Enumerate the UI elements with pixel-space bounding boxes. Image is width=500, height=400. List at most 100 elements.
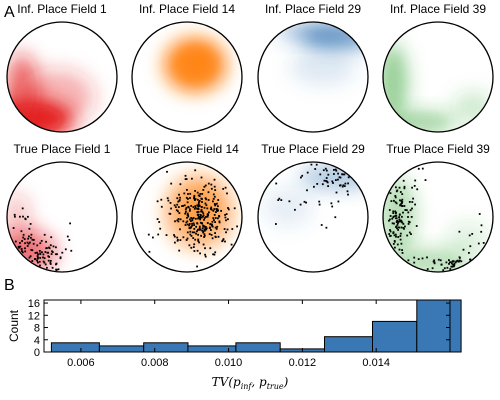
spike-dot — [186, 223, 189, 226]
spike-dot — [399, 204, 402, 206]
spike-dot — [332, 182, 334, 184]
spike-dot — [207, 182, 210, 185]
arena-boundary — [131, 21, 243, 133]
spike-dot — [211, 237, 214, 240]
spike-dot — [178, 212, 181, 214]
spike-dot — [185, 196, 188, 199]
spike-dot — [209, 208, 212, 210]
spike-dot — [184, 178, 187, 180]
spike-dot — [55, 263, 57, 266]
spike-dot — [202, 212, 205, 215]
spike-dot — [322, 169, 325, 172]
spike-dot — [51, 266, 54, 269]
spike-dot — [191, 224, 193, 227]
y-tick-label: 8 — [34, 323, 40, 335]
spike-dot — [21, 207, 24, 210]
spike-dot — [392, 231, 395, 234]
spike-dot — [31, 249, 34, 252]
spike-dot — [204, 202, 207, 205]
spike-dot — [173, 204, 176, 207]
spike-dot — [439, 259, 442, 262]
spike-dot — [198, 195, 201, 197]
spike-dot — [199, 218, 201, 221]
spike-dot — [187, 215, 190, 218]
spike-dot — [203, 206, 206, 209]
spike-dot — [445, 261, 448, 264]
spike-dot — [191, 231, 194, 234]
spike-dot — [18, 246, 20, 249]
spike-dot — [38, 260, 41, 263]
heatmap-core — [185, 52, 209, 72]
spike-dot — [183, 192, 186, 195]
spike-dot — [42, 260, 45, 263]
spike-dot — [204, 227, 207, 230]
spike-dot — [36, 251, 38, 254]
histogram-frame — [43, 299, 451, 353]
spike-dot — [202, 214, 205, 217]
spike-dot — [389, 229, 391, 231]
y-axis-label: Count — [7, 309, 21, 342]
spike-dot — [414, 179, 417, 182]
spike-dot — [57, 268, 60, 271]
spike-dot — [403, 227, 405, 230]
spike-dot — [176, 236, 179, 239]
spike-dot — [399, 232, 402, 235]
spike-dot — [401, 193, 404, 195]
spike-dot — [390, 200, 393, 202]
spike-dot — [460, 260, 463, 263]
spike-dot — [197, 211, 200, 213]
spike-dot — [212, 193, 215, 196]
spike-dot — [325, 226, 328, 229]
spike-dot — [213, 208, 216, 210]
spike-dot — [196, 204, 199, 207]
spike-dot — [192, 222, 195, 225]
spike-dot — [202, 230, 204, 233]
spike-dot — [211, 224, 213, 227]
spike-dot — [401, 249, 403, 251]
spike-dot — [27, 242, 30, 245]
spike-dot — [29, 255, 32, 258]
spike-dot — [412, 197, 414, 200]
spike-dot — [213, 219, 215, 221]
spike-dot — [452, 263, 454, 266]
spike-dot — [403, 205, 406, 207]
spike-dot — [320, 224, 323, 226]
spike-dot — [192, 206, 195, 208]
heatmap-intensity-blob — [263, 187, 313, 227]
spike-dot — [452, 260, 455, 263]
spike-dot — [225, 213, 228, 215]
spike-dot — [334, 216, 337, 219]
true-field-14-title: True Place Field 14 — [135, 142, 239, 156]
spike-dot — [213, 185, 216, 188]
inferred-field-39-title: Inf. Place Field 39 — [390, 2, 486, 16]
spike-dot — [198, 241, 200, 244]
spike-dot — [347, 193, 349, 196]
spike-dot — [478, 213, 481, 215]
spike-dot — [313, 185, 315, 188]
spike-dot — [167, 199, 170, 202]
spike-dot — [28, 256, 31, 259]
spike-dot — [177, 206, 180, 208]
spike-dot — [398, 220, 400, 223]
spike-dot — [451, 265, 454, 268]
spike-dot — [39, 264, 41, 267]
spike-dot — [50, 236, 53, 239]
spike-dot — [185, 239, 188, 241]
spike-dot — [194, 217, 197, 220]
spike-dot — [191, 177, 193, 180]
spike-dot — [203, 218, 205, 221]
spike-dot — [189, 208, 191, 211]
spike-dot — [188, 223, 191, 225]
spike-dot — [43, 261, 46, 264]
spike-dot — [299, 203, 302, 206]
spike-dot — [49, 244, 52, 247]
spike-dot — [401, 198, 404, 201]
spike-dot — [401, 215, 403, 218]
spike-dot — [44, 263, 47, 266]
spike-dot — [389, 218, 391, 221]
spike-dot — [197, 238, 200, 241]
spike-dot — [413, 185, 416, 187]
spike-dot — [179, 239, 182, 241]
spike-dot — [388, 219, 390, 222]
spike-dot — [217, 209, 219, 212]
